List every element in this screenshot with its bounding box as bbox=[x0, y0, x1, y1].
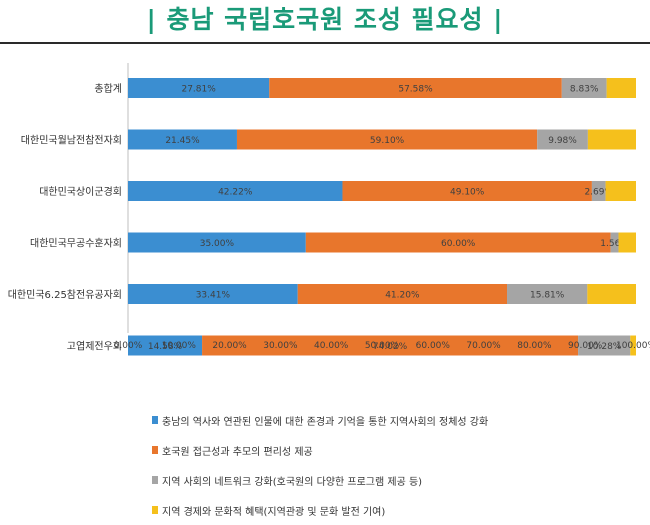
bar-segment bbox=[618, 232, 636, 253]
data-label: 57.58% bbox=[398, 85, 433, 95]
data-label: 15.81% bbox=[530, 291, 565, 301]
bar-segment bbox=[342, 181, 592, 201]
bar-segment bbox=[606, 78, 636, 98]
bar-segment bbox=[202, 335, 579, 356]
page-title: | 충남 국립호국원 조성 필요성 | bbox=[146, 5, 504, 34]
bar-segment bbox=[128, 78, 270, 98]
bar-segment bbox=[236, 129, 538, 150]
bar-segment bbox=[537, 129, 588, 150]
data-label: 60.00% bbox=[441, 239, 476, 249]
bar-segment bbox=[128, 284, 298, 304]
data-label: 10.28% bbox=[587, 342, 622, 352]
bar-segment bbox=[297, 284, 508, 304]
bar-segment bbox=[591, 181, 606, 201]
legend-label: 호국원 접근성과 추모의 편리성 제공 bbox=[162, 446, 313, 458]
stacked-bar-chart: 총합계 27.81% 57.58% 8.83% 대한민국월남전참전자회 21.45% 59.… bbox=[8, 63, 650, 356]
x-tick-label: 50.00% bbox=[365, 341, 400, 351]
x-tick-label: 80.00% bbox=[517, 341, 552, 351]
bar-segment bbox=[128, 129, 237, 150]
data-label: 74.02% bbox=[373, 342, 408, 352]
bar-segment bbox=[507, 284, 588, 304]
bar-segment bbox=[269, 78, 562, 98]
data-label: 49.10% bbox=[450, 188, 485, 198]
bar-segment bbox=[128, 335, 203, 356]
legend-label: 충남의 역사와 연관된 인물에 대한 존경과 기억을 통한 지역사회의 정체성 … bbox=[162, 416, 489, 428]
data-label: 1.56% bbox=[600, 239, 629, 249]
category-label: 대한민국상이군경회 bbox=[39, 185, 122, 198]
category-label: 대한민국월남전참전자회 bbox=[21, 135, 122, 147]
category-label: 대한민국무공수훈자회 bbox=[30, 237, 122, 250]
data-label: 14.58% bbox=[148, 342, 183, 352]
x-tick-label: 20.00% bbox=[212, 341, 247, 351]
data-label: 35.00% bbox=[200, 239, 235, 249]
legend-item: 충남의 역사와 연관된 인물에 대한 존경과 기억을 통한 지역사회의 정체성 … bbox=[152, 405, 642, 435]
chart-legend: 충남의 역사와 연관된 인물에 대한 존경과 기억을 통한 지역사회의 정체성 … bbox=[152, 405, 642, 525]
data-label: 8.83% bbox=[570, 85, 599, 95]
x-tick-label: 10.00% bbox=[162, 341, 197, 351]
data-label: 27.81% bbox=[181, 85, 216, 95]
title-divider bbox=[0, 42, 650, 44]
category-label: 총합계 bbox=[94, 83, 122, 95]
bar-segment bbox=[630, 335, 636, 356]
x-tick-label: 60.00% bbox=[416, 341, 451, 351]
category-label: 고엽제전우회 bbox=[67, 341, 122, 353]
data-label: 41.20% bbox=[385, 291, 420, 301]
legend-swatch bbox=[152, 416, 158, 424]
legend-item: 지역 사회의 네트워크 강화(호국원의 다양한 프로그램 제공 등) bbox=[152, 465, 642, 495]
category-label: 대한민국6.25참전유공자회 bbox=[8, 289, 122, 301]
x-tick-label: 70.00% bbox=[466, 341, 501, 351]
x-tick-label: 90.00% bbox=[568, 341, 603, 351]
legend-label: 지역 사회의 네트워크 강화(호국원의 다양한 프로그램 제공 등) bbox=[162, 476, 423, 488]
title-bar: | 충남 국립호국원 조성 필요성 | bbox=[0, 0, 650, 40]
bar-segment bbox=[561, 78, 607, 98]
bar-segment bbox=[610, 232, 619, 253]
data-label: 59.10% bbox=[370, 136, 405, 146]
legend-item: 지역 경제와 문화적 혜택(지역관광 및 문화 발전 기여) bbox=[152, 495, 642, 525]
legend-swatch bbox=[152, 476, 158, 484]
x-tick-label: 40.00% bbox=[314, 341, 349, 351]
x-tick-label: 30.00% bbox=[263, 341, 298, 351]
legend-label: 지역 경제와 문화적 혜택(지역관광 및 문화 발전 기여) bbox=[162, 506, 386, 518]
x-tick-label: 100.00% bbox=[616, 341, 650, 351]
x-tick-label: 0.00% bbox=[114, 341, 143, 351]
data-label: 2.69% bbox=[584, 188, 613, 198]
bar-segment bbox=[605, 181, 636, 201]
bar-segment bbox=[587, 129, 636, 150]
legend-swatch bbox=[152, 446, 158, 454]
legend-item: 호국원 접근성과 추모의 편리성 제공 bbox=[152, 435, 642, 465]
data-label: 33.41% bbox=[196, 291, 231, 301]
bar-segment bbox=[587, 284, 636, 304]
legend-swatch bbox=[152, 506, 158, 514]
bar-segment bbox=[128, 181, 343, 201]
data-label: 9.98% bbox=[548, 136, 577, 146]
data-label: 42.22% bbox=[218, 188, 253, 198]
bar-segment bbox=[128, 232, 306, 253]
data-label: 21.45% bbox=[165, 136, 200, 146]
bar-segment bbox=[578, 335, 631, 356]
bar-segment bbox=[305, 232, 611, 253]
